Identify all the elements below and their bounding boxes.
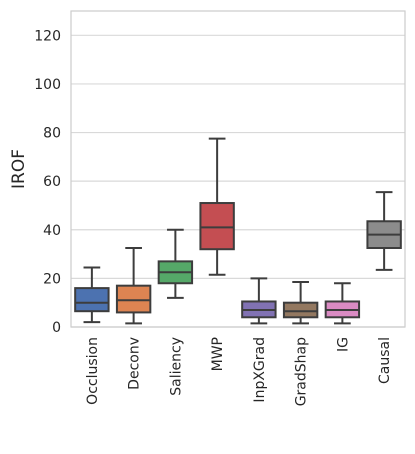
x-tick-label: InpXGrad — [252, 337, 268, 403]
y-tick-label: 20 — [43, 271, 61, 287]
box-mwp — [199, 137, 235, 276]
box-ig — [324, 282, 361, 325]
x-tick-label: GradShap — [294, 337, 310, 406]
y-tick-labels: 0 20 40 60 80 100 120 — [34, 28, 61, 336]
x-tick-label: Occlusion — [85, 337, 101, 405]
grid-lines — [71, 34, 405, 328]
box-occlusion — [74, 266, 110, 324]
y-tick-label: 0 — [52, 320, 61, 336]
y-tick-label: 40 — [43, 223, 61, 239]
box-causal — [366, 191, 402, 271]
x-tick-label: MWP — [210, 337, 226, 371]
box-deconv — [115, 247, 152, 325]
y-tick-label: 60 — [43, 174, 61, 190]
y-tick-label: 80 — [43, 126, 61, 142]
iqr-box — [282, 301, 319, 319]
iqr-box — [199, 202, 235, 251]
x-tick-label: IG — [335, 337, 351, 352]
iqr-box — [74, 287, 110, 313]
box-saliency — [157, 228, 194, 299]
y-axis-label: IROF — [9, 149, 29, 189]
plot-frame — [70, 10, 406, 328]
box-gradshap — [282, 281, 319, 325]
boxes — [74, 137, 402, 325]
x-tick-label: Causal — [377, 337, 393, 384]
x-tick-label: Deconv — [127, 337, 143, 390]
y-tick-label: 120 — [34, 28, 61, 44]
x-tick-labels: Occlusion Deconv Saliency MWP InpXGrad GradSh… — [85, 337, 393, 406]
x-tick-label: Saliency — [168, 337, 184, 396]
iqr-box — [115, 284, 152, 314]
y-tick-label: 100 — [34, 77, 61, 93]
box-inpxgrad — [241, 277, 277, 325]
